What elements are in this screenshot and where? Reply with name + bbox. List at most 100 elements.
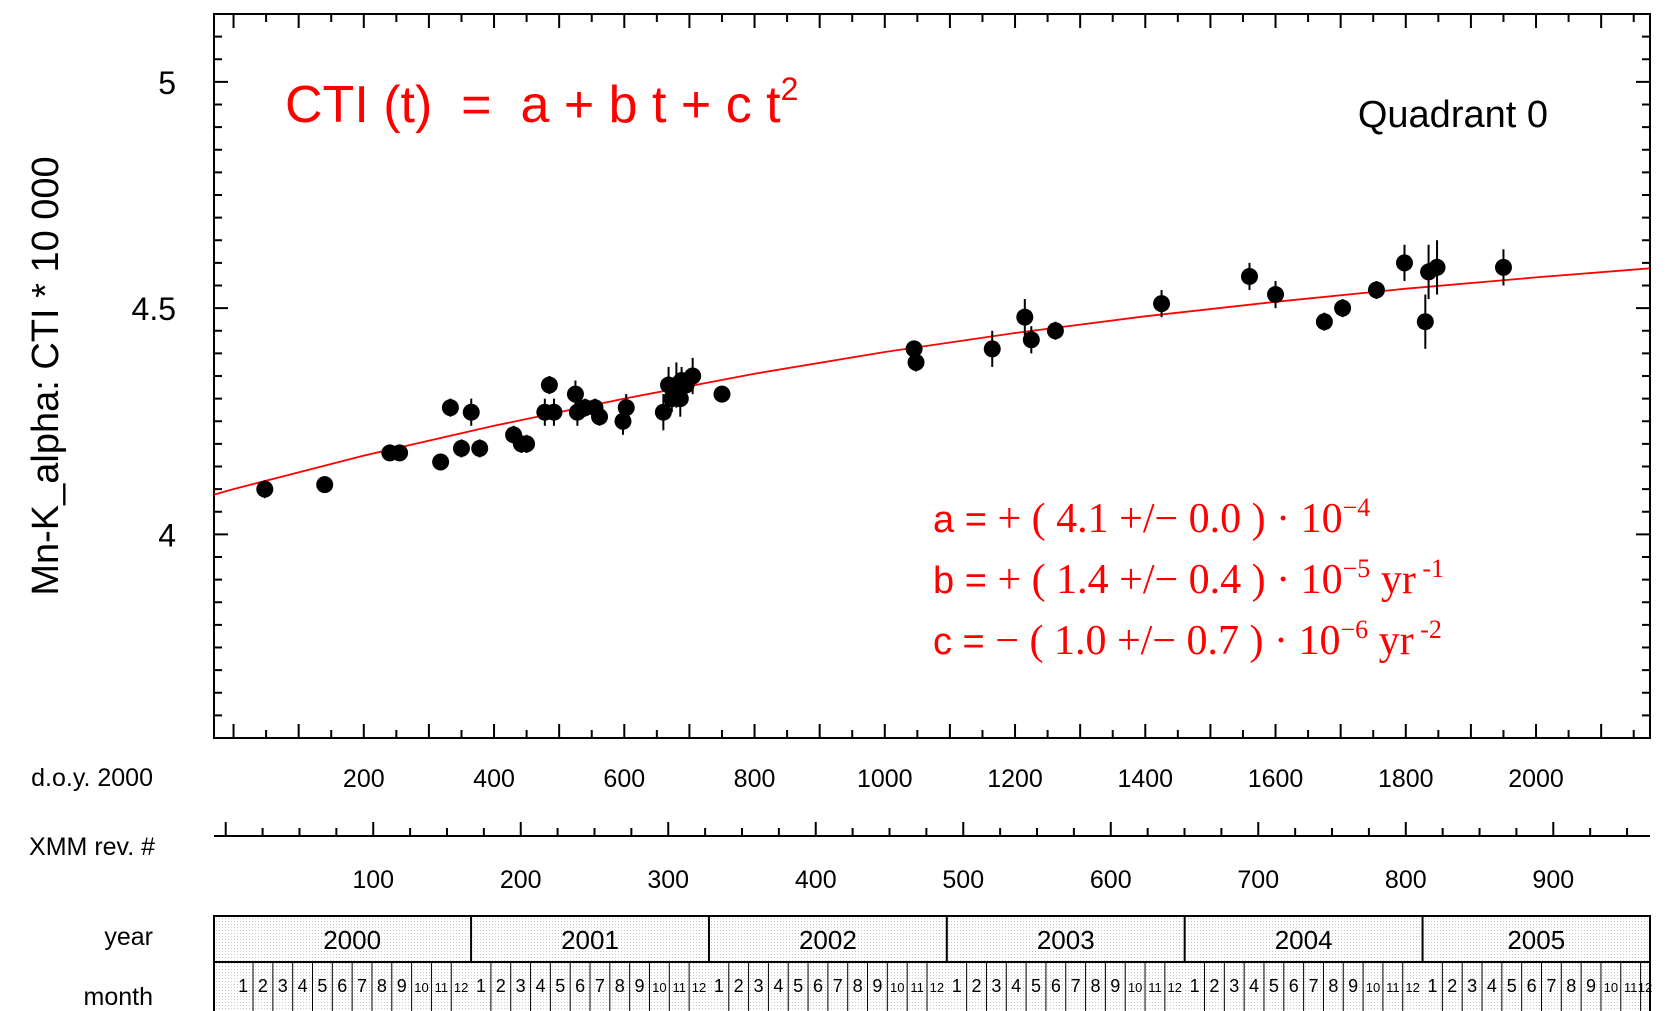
year-label: 2004 bbox=[1275, 925, 1333, 955]
month-label: 6 bbox=[813, 976, 823, 996]
data-point bbox=[983, 340, 1001, 358]
month-label: 11 bbox=[1386, 980, 1400, 995]
rev-tick-label: 800 bbox=[1385, 866, 1427, 894]
param-b: b = + ( 1.4 +/− 0.4 ) · 10−5 yr -1 bbox=[933, 554, 1444, 603]
month-label: 1 bbox=[238, 976, 248, 996]
data-point bbox=[1416, 313, 1434, 331]
month-band-bg bbox=[213, 961, 1651, 1011]
month-label: 12 bbox=[692, 980, 706, 995]
doy-tick-label: 2000 bbox=[1508, 765, 1564, 793]
month-label: 1 bbox=[714, 976, 724, 996]
month-label: 6 bbox=[1051, 976, 1061, 996]
month-label: 11 bbox=[1148, 980, 1162, 995]
y-tick-labels: 44.55 bbox=[132, 65, 176, 554]
data-point bbox=[684, 367, 702, 385]
data-point bbox=[566, 385, 584, 403]
month-label: 12 bbox=[1168, 980, 1182, 995]
data-point bbox=[1153, 295, 1171, 313]
rev-tick-label: 400 bbox=[795, 866, 837, 894]
doy-tick-label: 600 bbox=[603, 765, 645, 793]
fit-curve bbox=[213, 267, 1651, 496]
data-point bbox=[441, 399, 459, 417]
data-point bbox=[391, 444, 409, 462]
doy-tick-labels: 200 400 600 800 1000 1200 1400 1600 1800 2000 bbox=[343, 765, 1564, 793]
doy-tick-label: 1200 bbox=[987, 765, 1043, 793]
data-point bbox=[256, 480, 274, 498]
y-tick-label: 5 bbox=[158, 65, 176, 101]
param-a: a = + ( 4.1 +/− 0.0 ) · 10−4 bbox=[933, 493, 1370, 542]
month-axis-label: month bbox=[84, 983, 153, 1011]
month-label: 1 bbox=[476, 976, 486, 996]
month-label: 6 bbox=[1527, 976, 1537, 996]
data-point bbox=[1022, 331, 1040, 349]
rev-tick-label: 900 bbox=[1532, 866, 1574, 894]
rev-tick-label: 600 bbox=[1090, 866, 1132, 894]
month-label: 12 bbox=[930, 980, 944, 995]
month-label: 3 bbox=[991, 976, 1001, 996]
year-label: 2005 bbox=[1507, 925, 1565, 955]
month-label: 10 bbox=[652, 980, 666, 995]
month-label: 1 bbox=[1427, 976, 1437, 996]
month-label: 5 bbox=[555, 976, 565, 996]
month-label: 9 bbox=[872, 976, 882, 996]
month-label: 8 bbox=[853, 976, 863, 996]
data-point bbox=[905, 340, 923, 358]
month-label: 12 bbox=[454, 980, 468, 995]
month-label: 9 bbox=[397, 976, 407, 996]
month-label: 5 bbox=[1269, 976, 1279, 996]
doy-tick-label: 1400 bbox=[1117, 765, 1173, 793]
rev-tick-label: 200 bbox=[500, 866, 542, 894]
month-label: 1 bbox=[952, 976, 962, 996]
year-label: 2003 bbox=[1037, 925, 1095, 955]
data-point bbox=[316, 476, 334, 494]
doy-tick-label: 200 bbox=[343, 765, 385, 793]
doy-tick-label: 400 bbox=[473, 765, 515, 793]
month-label: 10 bbox=[1604, 980, 1618, 995]
month-label: 7 bbox=[357, 976, 367, 996]
data-point bbox=[462, 403, 480, 421]
month-label: 9 bbox=[1348, 976, 1358, 996]
month-label: 11 bbox=[672, 980, 686, 995]
y-tick-label: 4.5 bbox=[132, 291, 176, 327]
rev-tick-label: 500 bbox=[942, 866, 984, 894]
month-label: 6 bbox=[1289, 976, 1299, 996]
rev-tick-label: 700 bbox=[1237, 866, 1279, 894]
data-point bbox=[518, 435, 536, 453]
data-point bbox=[540, 376, 558, 394]
month-label: 4 bbox=[298, 976, 308, 996]
month-label: 3 bbox=[278, 976, 288, 996]
month-label: 9 bbox=[1110, 976, 1120, 996]
month-label: 2 bbox=[258, 976, 268, 996]
year-band-bg bbox=[213, 915, 1651, 963]
data-point bbox=[671, 390, 689, 408]
data-point bbox=[591, 408, 609, 426]
month-label: 12 bbox=[1405, 980, 1419, 995]
year-label: 2000 bbox=[323, 925, 381, 955]
frame-ticks bbox=[214, 14, 1650, 738]
data-point bbox=[1494, 258, 1512, 276]
y-tick-label: 4 bbox=[158, 517, 176, 553]
doy-axis-label: d.o.y. 2000 bbox=[31, 764, 153, 792]
month-label: 2 bbox=[1209, 976, 1219, 996]
month-label: 11 bbox=[1624, 980, 1638, 995]
month-label: 8 bbox=[1090, 976, 1100, 996]
data-point bbox=[471, 439, 489, 457]
param-c: c = − ( 1.0 +/− 0.7 ) · 10−6 yr -2 bbox=[933, 615, 1442, 664]
month-label: 6 bbox=[337, 976, 347, 996]
month-label: 9 bbox=[635, 976, 645, 996]
month-label: 8 bbox=[615, 976, 625, 996]
data-point bbox=[1240, 267, 1258, 285]
title-exponent: 2 bbox=[781, 71, 799, 107]
month-label: 2 bbox=[1447, 976, 1457, 996]
month-label: 7 bbox=[833, 976, 843, 996]
rev-axis-label: XMM rev. # bbox=[29, 833, 155, 861]
month-label: 8 bbox=[1328, 976, 1338, 996]
quadrant-label: Quadrant 0 bbox=[1358, 94, 1548, 136]
month-label: 11 bbox=[435, 980, 449, 995]
data-point bbox=[452, 439, 470, 457]
data-point bbox=[1046, 322, 1064, 340]
year-label: 2002 bbox=[799, 925, 857, 955]
data-point bbox=[432, 453, 450, 471]
data-point bbox=[1395, 254, 1413, 272]
